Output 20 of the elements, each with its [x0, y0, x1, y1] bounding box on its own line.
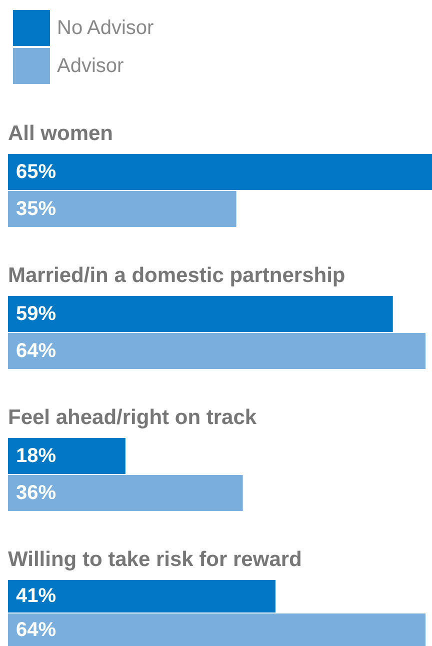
legend-label: No Advisor	[57, 17, 154, 39]
y-tick-label: Willing to take risk for reward	[8, 548, 302, 571]
y-tick-label: All women	[8, 122, 114, 145]
data-label: 59%	[16, 303, 56, 325]
bar	[8, 296, 393, 332]
data-label: 36%	[16, 482, 56, 504]
y-tick-label: Married/in a domestic partnership	[8, 264, 346, 287]
bar	[8, 154, 432, 190]
bar	[8, 438, 126, 474]
data-label: 64%	[16, 618, 56, 641]
data-label: 65%	[16, 161, 56, 183]
bar	[8, 191, 236, 227]
y-tick-label: Feel ahead/right on track	[8, 406, 257, 429]
bar	[8, 475, 243, 511]
data-label: 64%	[16, 340, 56, 362]
data-label: 41%	[16, 585, 56, 608]
bar	[8, 333, 426, 369]
data-label: 35%	[16, 198, 56, 220]
data-label: 18%	[16, 445, 56, 467]
legend-label: Advisor	[57, 55, 124, 77]
